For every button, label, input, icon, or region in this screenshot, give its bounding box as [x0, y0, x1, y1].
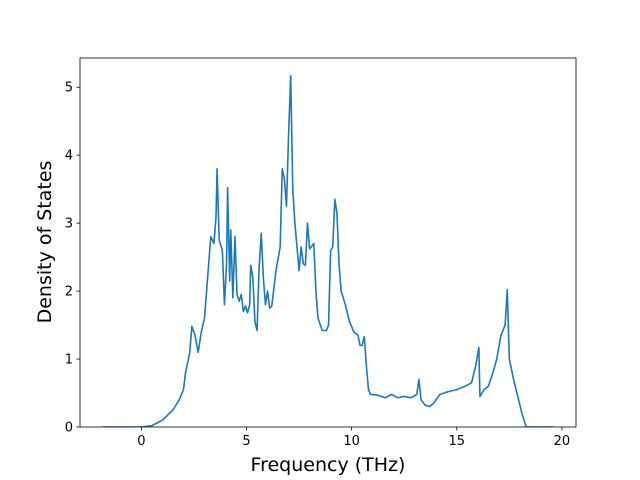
y-tick-label: 5	[65, 81, 73, 96]
y-tick-label: 1	[65, 353, 73, 368]
y-tick-label: 0	[65, 421, 73, 436]
x-tick-label: 10	[343, 434, 360, 449]
x-tick-label: 20	[554, 434, 571, 449]
x-axis-label: Frequency (THz)	[251, 454, 406, 476]
y-tick-label: 4	[65, 149, 73, 164]
dos-line	[102, 74, 554, 427]
y-tick-label: 3	[65, 217, 73, 232]
plot-frame	[79, 57, 577, 428]
y-tick-label: 2	[65, 285, 73, 300]
y-axis-label: Density of States	[34, 161, 56, 324]
x-tick-label: 5	[242, 434, 250, 449]
x-tick-label: 15	[449, 434, 466, 449]
x-tick-label: 0	[137, 434, 145, 449]
